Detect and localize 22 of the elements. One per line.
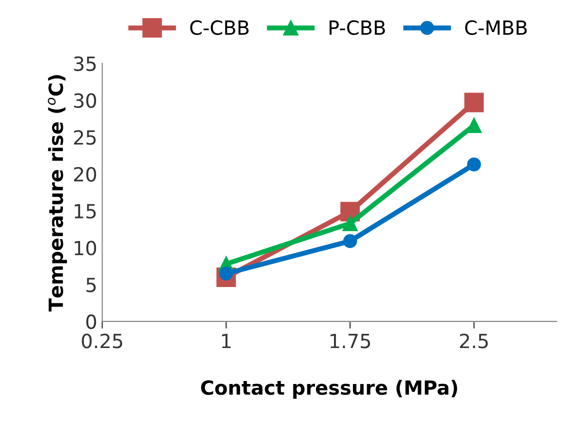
point: [466, 118, 482, 134]
legend-label: P-CBB: [330, 20, 385, 35]
point: [343, 234, 358, 248]
point: [464, 92, 484, 112]
y-axis-title: Temperature rise ($^{o}$C): [48, 75, 67, 312]
legend-label: C-CBB: [190, 20, 249, 35]
y-tick-label: 25: [74, 130, 96, 145]
y-tick-label: 15: [74, 204, 96, 219]
point: [342, 216, 358, 232]
x-tick-label: 0.25: [82, 334, 122, 348]
x-axis-title: Contact pressure (MPa): [201, 380, 458, 399]
x-tick-label: 1.75: [330, 334, 370, 348]
y-tick-label: 30: [74, 93, 96, 108]
y-tick-label: 35: [74, 56, 96, 72]
x-tick-label: 1: [222, 334, 231, 348]
y-tick-label: 20: [74, 166, 96, 182]
y-tick-label: 5: [86, 278, 96, 292]
y-tick-label: 10: [74, 240, 96, 256]
y-tick-label: 0: [86, 314, 96, 330]
x-tick-label: 2.5: [460, 334, 488, 348]
legend-label: C-MBB: [465, 20, 527, 35]
point: [467, 158, 481, 172]
